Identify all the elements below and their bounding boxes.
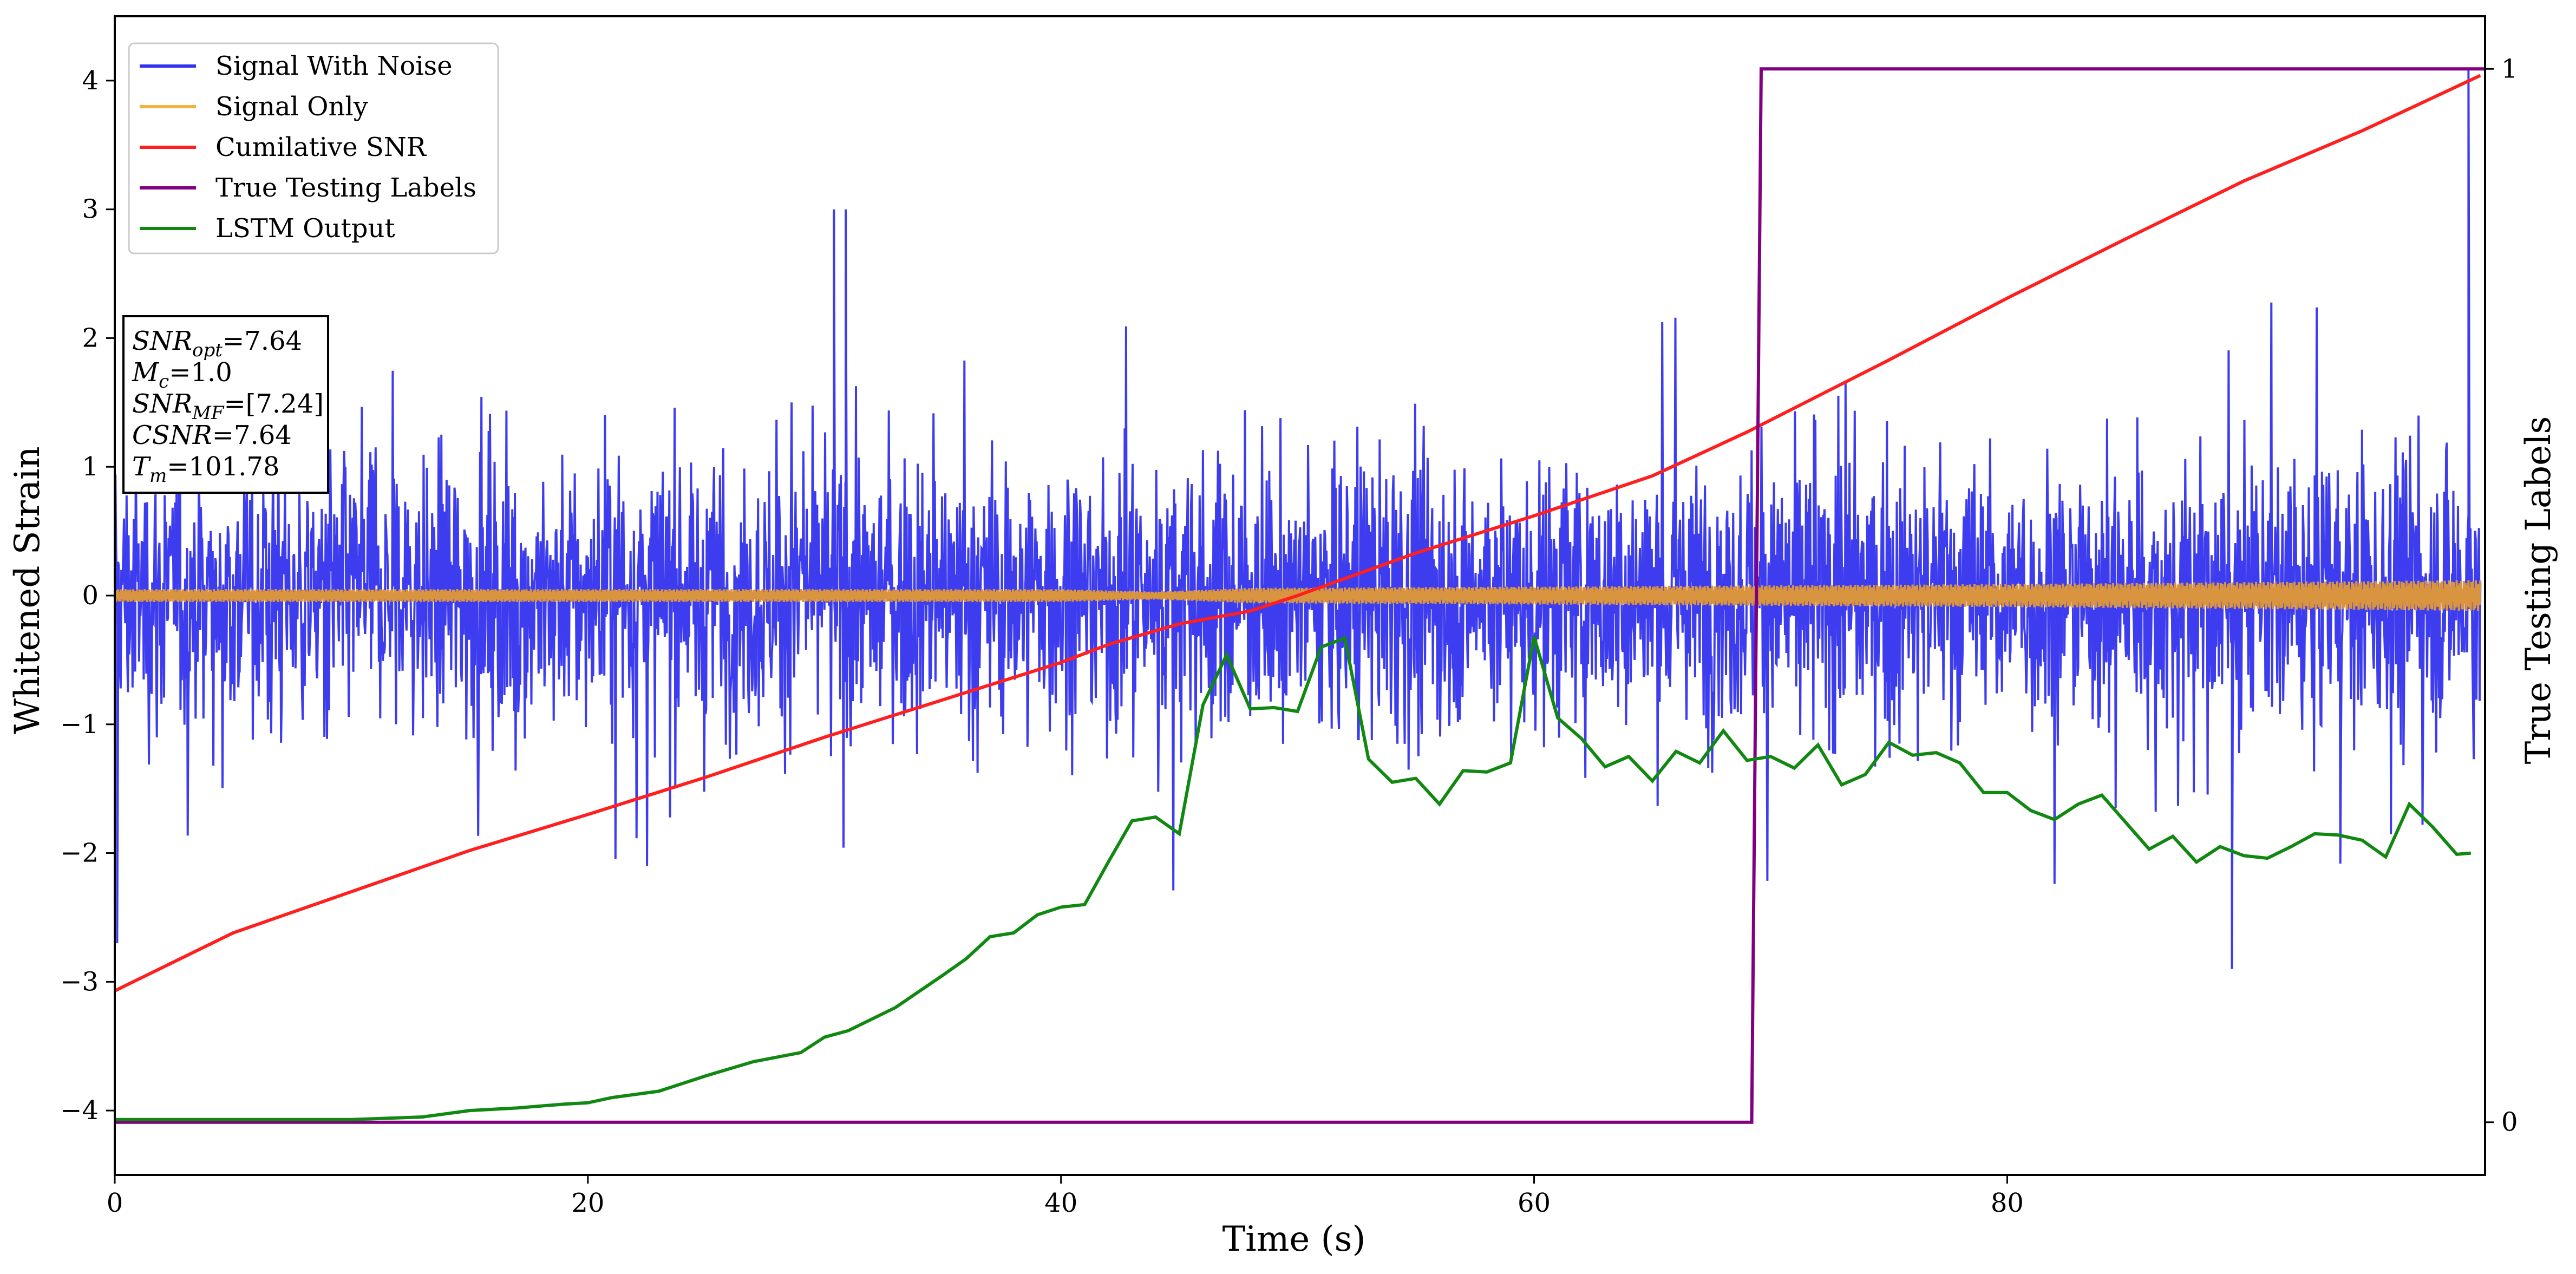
y-tick-label: 3 bbox=[82, 194, 99, 225]
info-box-line: CSNR=7.64 bbox=[132, 420, 292, 450]
series-cumulative-snr bbox=[115, 74, 2481, 992]
y-axis-left: −4 −3 −2 −1 0 1 2 3 4 bbox=[60, 66, 115, 1126]
y2-tick-label: 1 bbox=[2501, 54, 2518, 84]
info-box-line: Tm=101.78 bbox=[132, 452, 279, 487]
info-box-frame bbox=[122, 315, 329, 494]
y-tick-label: −3 bbox=[60, 966, 99, 997]
x-axis: 0 20 40 60 80 bbox=[107, 1175, 2024, 1218]
series-true-testing-labels bbox=[115, 67, 2485, 1124]
y-tick-label: −4 bbox=[60, 1095, 99, 1126]
info-box-line: SNRopt=7.64 bbox=[132, 326, 302, 361]
y-tick-label: 4 bbox=[82, 66, 99, 96]
y-tick-label: 0 bbox=[82, 580, 99, 611]
legend-label: Signal With Noise bbox=[215, 51, 453, 81]
y2-axis-label: True Testing Labels bbox=[2519, 416, 2559, 765]
info-box-line: SNRMF=[7.24] bbox=[132, 389, 324, 424]
x-axis-label: Time (s) bbox=[1222, 1219, 1366, 1259]
x-tick-label: 40 bbox=[1044, 1188, 1077, 1218]
legend-label: True Testing Labels bbox=[215, 173, 476, 203]
y-tick-label: −1 bbox=[60, 709, 99, 740]
y-axis-label: Whitened Strain bbox=[8, 446, 48, 734]
legend-frame bbox=[128, 42, 499, 254]
x-tick-label: 60 bbox=[1518, 1188, 1551, 1218]
plot-area bbox=[115, 67, 2485, 1124]
y-tick-label: 1 bbox=[82, 452, 99, 482]
legend-label: Signal Only bbox=[215, 92, 368, 122]
series-lstm-output bbox=[115, 636, 2472, 1121]
y2-tick-label: 0 bbox=[2501, 1107, 2518, 1138]
legend: Signal With Noise Signal Only Cumilative S… bbox=[128, 42, 499, 254]
info-box-line: Mc=1.0 bbox=[132, 357, 232, 393]
y-tick-label: 2 bbox=[82, 323, 99, 353]
legend-label: Cumilative SNR bbox=[215, 132, 427, 162]
x-tick-label: 80 bbox=[1991, 1188, 2024, 1218]
x-tick-label: 0 bbox=[107, 1188, 123, 1218]
info-box: SNRopt=7.64Mc=1.0SNRMF=[7.24]CSNR=7.64Tm… bbox=[122, 315, 329, 494]
x-tick-label: 20 bbox=[571, 1188, 604, 1218]
legend-label: LSTM Output bbox=[215, 213, 395, 244]
y-axis-right: 01 bbox=[2485, 54, 2518, 1138]
series-signal-only bbox=[115, 580, 2482, 611]
y-tick-label: −2 bbox=[60, 838, 99, 868]
